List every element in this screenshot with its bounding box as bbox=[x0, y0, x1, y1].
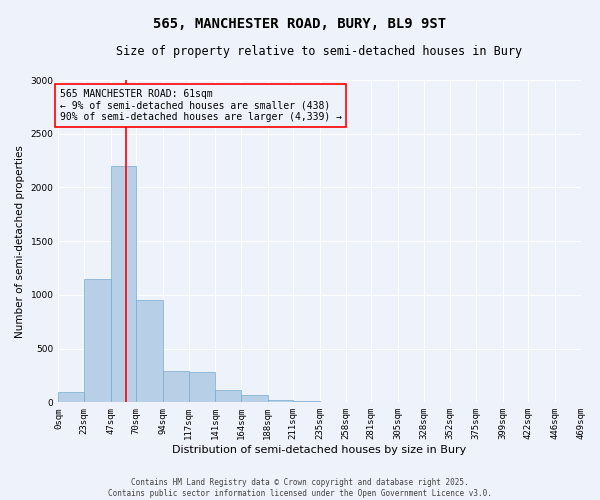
Bar bbox=[136, 300, 163, 402]
Bar bbox=[268, 400, 293, 402]
X-axis label: Distribution of semi-detached houses by size in Bury: Distribution of semi-detached houses by … bbox=[172, 445, 467, 455]
Bar bbox=[241, 396, 268, 402]
Bar bbox=[84, 279, 111, 402]
Bar bbox=[215, 390, 241, 402]
Title: Size of property relative to semi-detached houses in Bury: Size of property relative to semi-detach… bbox=[116, 45, 523, 58]
Bar bbox=[111, 166, 136, 402]
Bar bbox=[163, 371, 188, 402]
Text: 565 MANCHESTER ROAD: 61sqm
← 9% of semi-detached houses are smaller (438)
90% of: 565 MANCHESTER ROAD: 61sqm ← 9% of semi-… bbox=[59, 88, 341, 122]
Bar bbox=[188, 372, 215, 402]
Y-axis label: Number of semi-detached properties: Number of semi-detached properties bbox=[15, 144, 25, 338]
Text: Contains HM Land Registry data © Crown copyright and database right 2025.
Contai: Contains HM Land Registry data © Crown c… bbox=[108, 478, 492, 498]
Bar bbox=[58, 392, 84, 402]
Text: 565, MANCHESTER ROAD, BURY, BL9 9ST: 565, MANCHESTER ROAD, BURY, BL9 9ST bbox=[154, 18, 446, 32]
